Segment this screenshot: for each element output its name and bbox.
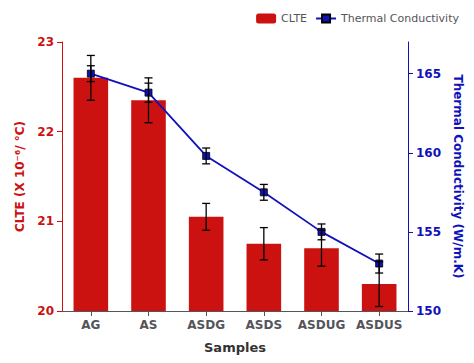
svg-text:20: 20 — [37, 304, 54, 318]
svg-text:CLTE (X 10⁻⁶/ °C): CLTE (X 10⁻⁶/ °C) — [13, 121, 27, 232]
svg-text:CLTE: CLTE — [281, 12, 307, 25]
svg-text:ASDG: ASDG — [187, 318, 225, 332]
svg-text:ASDUG: ASDUG — [298, 318, 345, 332]
svg-text:150: 150 — [416, 304, 441, 318]
svg-text:155: 155 — [416, 225, 441, 239]
svg-text:22: 22 — [37, 125, 54, 139]
svg-text:AS: AS — [140, 318, 158, 332]
svg-text:Samples: Samples — [204, 340, 266, 355]
svg-text:165: 165 — [416, 67, 441, 81]
svg-text:ASDS: ASDS — [246, 318, 283, 332]
svg-text:Thermal Conductivity: Thermal Conductivity — [340, 12, 459, 25]
svg-text:Thermal Conductivity (W/m.K): Thermal Conductivity (W/m.K) — [451, 75, 465, 279]
svg-text:ASDUS: ASDUS — [356, 318, 402, 332]
svg-text:AG: AG — [81, 318, 100, 332]
svg-text:23: 23 — [37, 35, 54, 49]
svg-text:21: 21 — [37, 214, 54, 228]
svg-text:160: 160 — [416, 146, 441, 160]
